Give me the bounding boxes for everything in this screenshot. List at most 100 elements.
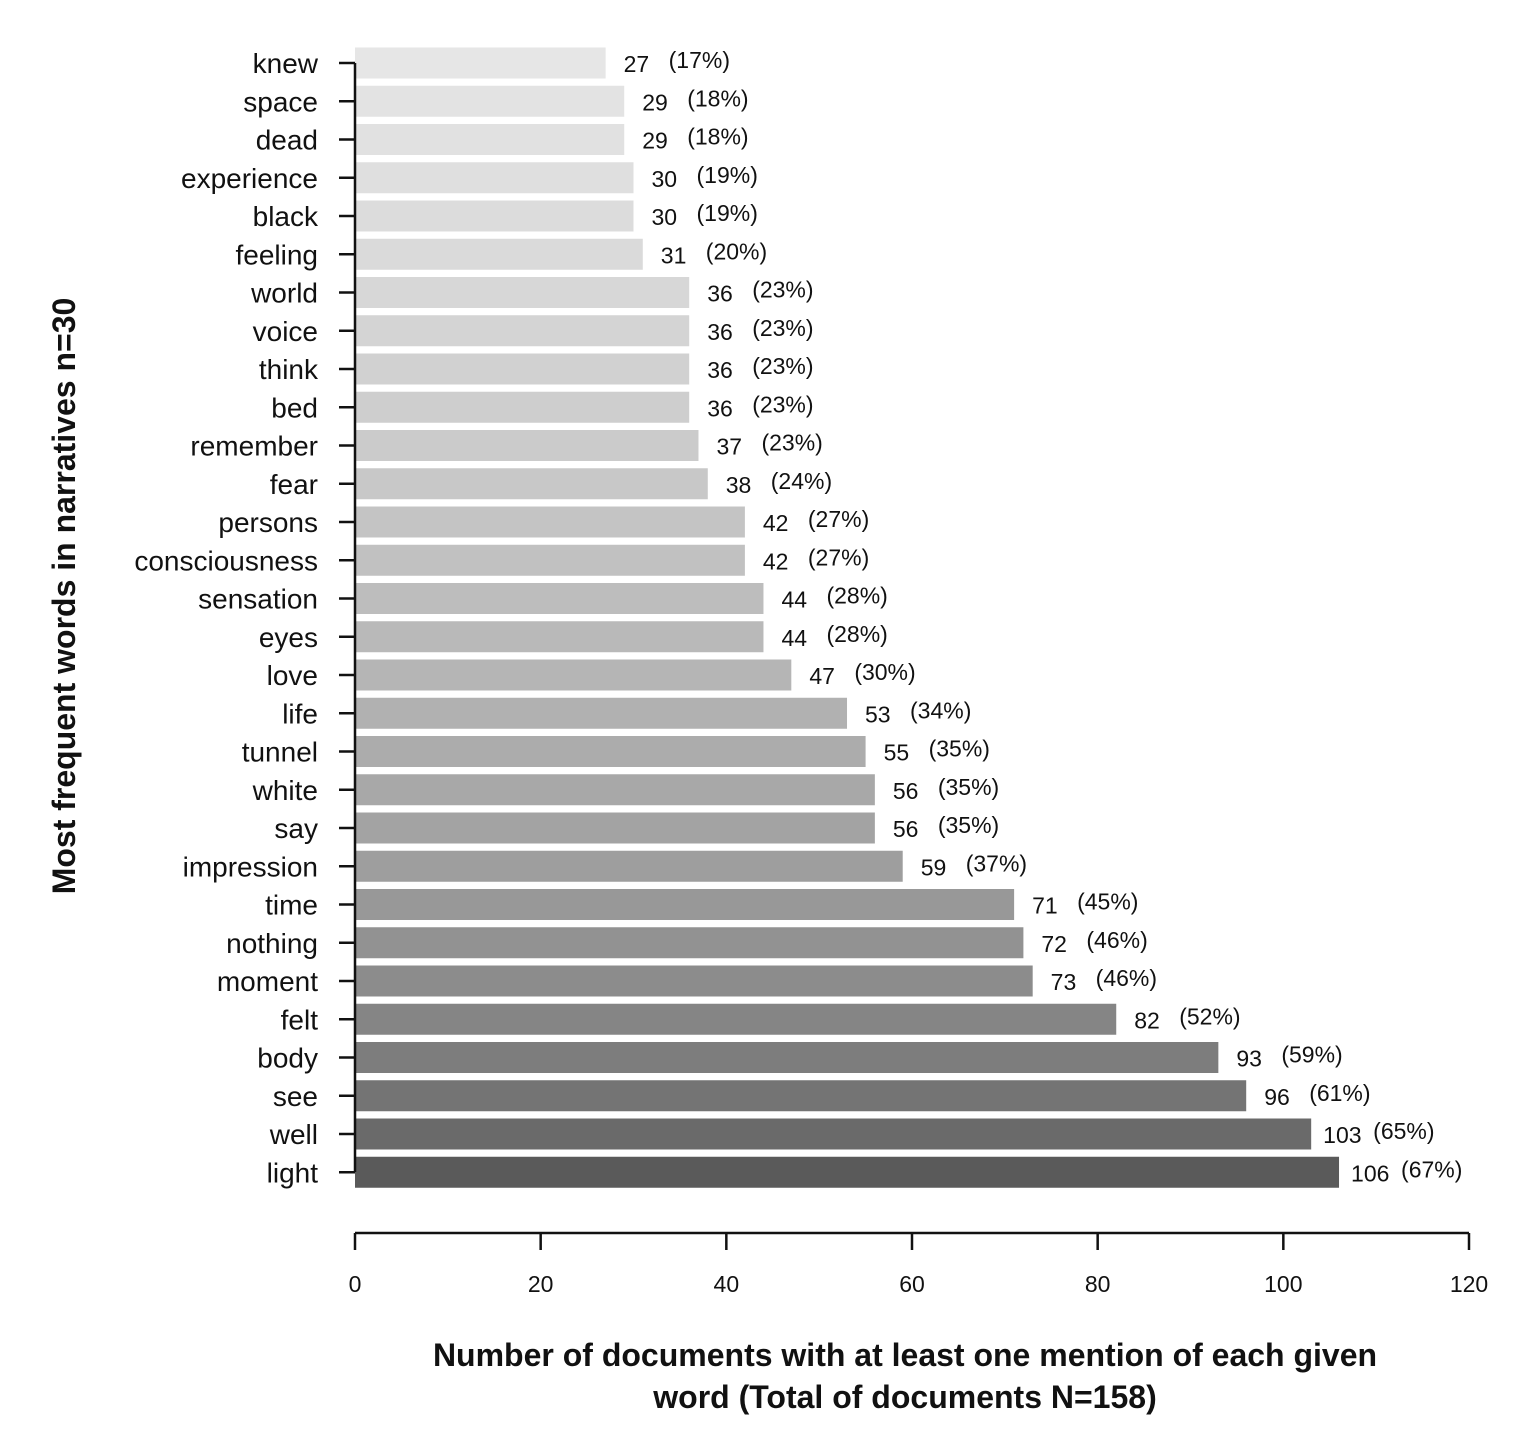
bars-group (355, 47, 1340, 1188)
percent-label-voice: (23%) (752, 315, 813, 341)
value-label-space: 29 (642, 89, 668, 115)
x-tick-label-120: 120 (1450, 1271, 1488, 1297)
value-label-voice: 36 (707, 319, 733, 345)
bar-say (355, 812, 875, 844)
y-axis-title: Most frequent words in narratives n=30 (46, 298, 82, 895)
value-label-knew: 27 (624, 51, 650, 77)
percent-label-moment: (46%) (1096, 965, 1157, 991)
value-labels: 27 (17%)29 (18%)29 (18%)30 (19%)30 (19%)31 (20… (624, 47, 1463, 1186)
category-label-light: light (267, 1157, 319, 1188)
value-label-nothing: 72 (1041, 931, 1067, 957)
value-label-love: 47 (809, 663, 835, 689)
percent-label-knew: (17%) (669, 47, 730, 73)
bar-nothing (355, 927, 1024, 959)
value-label-feeling: 31 (661, 242, 687, 268)
value-label-dead: 29 (642, 128, 668, 154)
category-label-time: time (265, 890, 318, 921)
value-label-fear: 38 (726, 472, 752, 498)
percent-label-light: (67%) (1401, 1156, 1462, 1182)
percent-label-life: (34%) (910, 697, 971, 723)
category-label-life: life (282, 698, 318, 729)
percent-label-dead: (18%) (687, 124, 748, 150)
bar-remember (355, 430, 699, 461)
percent-label-black: (19%) (697, 200, 758, 226)
category-label-tunnel: tunnel (242, 737, 318, 768)
bar-feeling (355, 238, 643, 270)
percent-label-well: (65%) (1373, 1118, 1434, 1144)
category-label-think: think (259, 354, 319, 385)
percent-label-feeling: (20%) (706, 238, 767, 264)
percent-label-time: (45%) (1077, 889, 1138, 915)
value-label-felt: 82 (1134, 1007, 1160, 1033)
percent-label-experience: (19%) (697, 162, 758, 188)
category-label-consciousness: consciousness (134, 545, 318, 576)
category-label-well: well (269, 1119, 318, 1150)
value-label-world: 36 (707, 281, 733, 307)
bar-moment (355, 965, 1033, 997)
category-label-space: space (243, 86, 318, 117)
value-label-black: 30 (652, 204, 678, 230)
percent-label-nothing: (46%) (1086, 927, 1147, 953)
percent-label-fear: (24%) (771, 468, 832, 494)
percent-label-space: (18%) (687, 85, 748, 111)
category-label-love: love (267, 660, 318, 691)
value-label-bed: 36 (707, 395, 733, 421)
category-label-moment: moment (217, 966, 318, 997)
percent-label-love: (30%) (854, 659, 915, 685)
bar-experience (355, 162, 634, 194)
x-tick-label-100: 100 (1264, 1271, 1302, 1297)
category-label-world: world (250, 278, 318, 309)
bar-light (355, 1156, 1340, 1188)
percent-label-impression: (37%) (966, 850, 1027, 876)
bar-love (355, 659, 792, 691)
category-label-fear: fear (270, 469, 318, 500)
percent-label-white: (35%) (938, 774, 999, 800)
value-label-time: 71 (1032, 893, 1058, 919)
y-axis-ticks (339, 61, 355, 1174)
value-label-white: 56 (893, 778, 919, 804)
bar-eyes (355, 621, 764, 653)
bar-dead (355, 124, 625, 155)
category-label-nothing: nothing (226, 928, 318, 959)
bar-space (355, 85, 625, 117)
value-label-persons: 42 (763, 510, 789, 536)
percent-label-sensation: (28%) (826, 583, 887, 609)
percent-label-consciousness: (27%) (808, 544, 869, 570)
category-label-voice: voice (253, 316, 318, 347)
percent-label-body: (59%) (1281, 1042, 1342, 1068)
category-label-knew: knew (253, 48, 319, 79)
percent-label-bed: (23%) (752, 391, 813, 417)
value-label-say: 56 (893, 816, 919, 842)
value-label-life: 53 (865, 701, 891, 727)
bar-consciousness (355, 544, 745, 576)
bar-voice (355, 315, 690, 347)
category-label-say: say (274, 813, 318, 844)
category-labels: knew space dead experience black feeling world… (134, 48, 319, 1188)
category-label-body: body (257, 1043, 318, 1074)
bar-white (355, 774, 875, 806)
bar-think (355, 353, 690, 385)
bar-knew (355, 47, 606, 79)
bar-felt (355, 1003, 1117, 1035)
percent-label-see: (61%) (1309, 1080, 1370, 1106)
x-axis-title-line-2: word (Total of documents N=158) (652, 1379, 1156, 1415)
value-label-consciousness: 42 (763, 548, 789, 574)
x-axis-title-line-1: Number of documents with at least one me… (433, 1337, 1377, 1373)
bar-well (355, 1118, 1312, 1150)
percent-label-tunnel: (35%) (929, 736, 990, 762)
bar-fear (355, 468, 708, 500)
value-label-tunnel: 55 (884, 740, 910, 766)
value-label-impression: 59 (921, 854, 947, 880)
bar-persons (355, 506, 745, 538)
percent-label-think: (23%) (752, 353, 813, 379)
bar-bed (355, 391, 690, 423)
percent-label-persons: (27%) (808, 506, 869, 532)
x-axis-ticks: 0 20 40 60 80 100 120 (349, 1233, 1488, 1297)
x-tick-label-40: 40 (714, 1271, 740, 1297)
value-label-light: 106 (1351, 1160, 1389, 1186)
category-label-eyes: eyes (259, 622, 318, 653)
bar-world (355, 277, 690, 308)
category-label-remember: remember (190, 431, 318, 462)
value-label-experience: 30 (652, 166, 678, 192)
